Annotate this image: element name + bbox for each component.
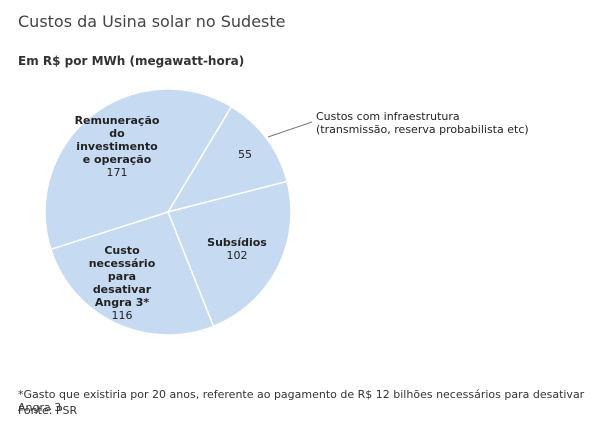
slice-label: Remuneração do investimento e operação 17… [72,114,162,179]
value-label: 116 [111,309,133,322]
value-label: 55 [238,148,252,161]
category-label: Custos com infraestrutura (transmissão, … [316,110,529,136]
pie-slice [44,88,233,251]
pie-slice [166,180,292,328]
slice-label: Custo necessário para desativar Angra 3*… [82,244,162,322]
chart-title: Custos da Usina solar no Sudeste [18,12,286,31]
category-label: Subsídios [207,236,267,249]
leader-line [267,121,313,138]
category-label: Remuneração do investimento e operação [74,114,160,166]
source: Fonte: PSR [18,404,78,417]
value-label: 102 [226,249,248,262]
footnote: *Gasto que existiria por 20 anos, refere… [18,388,585,414]
value-label: 171 [106,166,128,179]
pie-slice [49,211,215,336]
pie-slice [166,105,289,214]
subtitle: Em R$ por MWh (megawatt-hora) [18,54,245,68]
slice-label: Subsídios 102 [202,236,272,262]
category-label: Custo necessário para desativar Angra 3* [88,244,156,309]
